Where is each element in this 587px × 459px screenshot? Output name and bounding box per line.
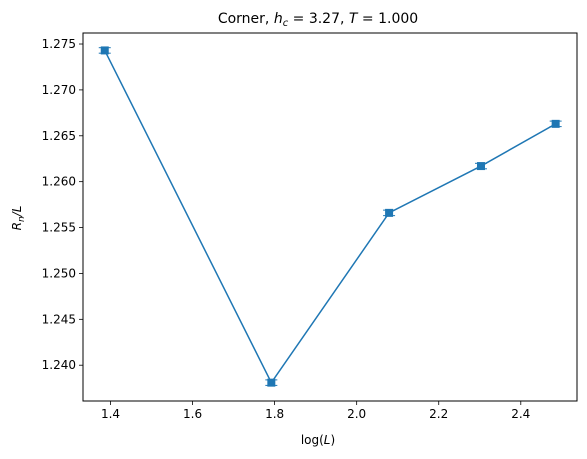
y-tick-label: 1.240 <box>42 358 76 372</box>
y-tick-label: 1.275 <box>42 37 76 51</box>
x-tick-label: 1.8 <box>265 407 284 421</box>
x-tick-label: 1.4 <box>101 407 120 421</box>
series-line <box>104 50 557 385</box>
data-point <box>100 46 109 55</box>
y-tick-label: 1.250 <box>42 266 76 280</box>
y-tick-label: 1.245 <box>42 312 76 326</box>
plot-area <box>98 46 562 387</box>
y-tick-label: 1.270 <box>42 83 76 97</box>
data-point <box>385 208 394 217</box>
ticks: 1.4 1.6 1.8 2.0 2.2 2.4 1.240 1.245 1.250 1.255 1.… <box>42 37 531 421</box>
y-tick-label: 1.255 <box>42 221 76 235</box>
data-point <box>551 119 560 128</box>
y-axis-label: Rn/L <box>10 206 27 231</box>
x-tick-label: 1.6 <box>183 407 202 421</box>
axes-frame <box>82 32 578 402</box>
data-point <box>476 162 485 171</box>
data-point <box>267 378 276 387</box>
x-tick-label: 2.4 <box>511 407 530 421</box>
x-tick-label: 2.0 <box>347 407 366 421</box>
x-tick-label: 2.2 <box>429 407 448 421</box>
y-tick-label: 1.260 <box>42 175 76 189</box>
x-axis-label: log(L) <box>301 433 335 447</box>
chart-title: Corner, hc = 3.27, T = 1.000 <box>218 11 418 29</box>
y-tick-label: 1.265 <box>42 129 76 143</box>
